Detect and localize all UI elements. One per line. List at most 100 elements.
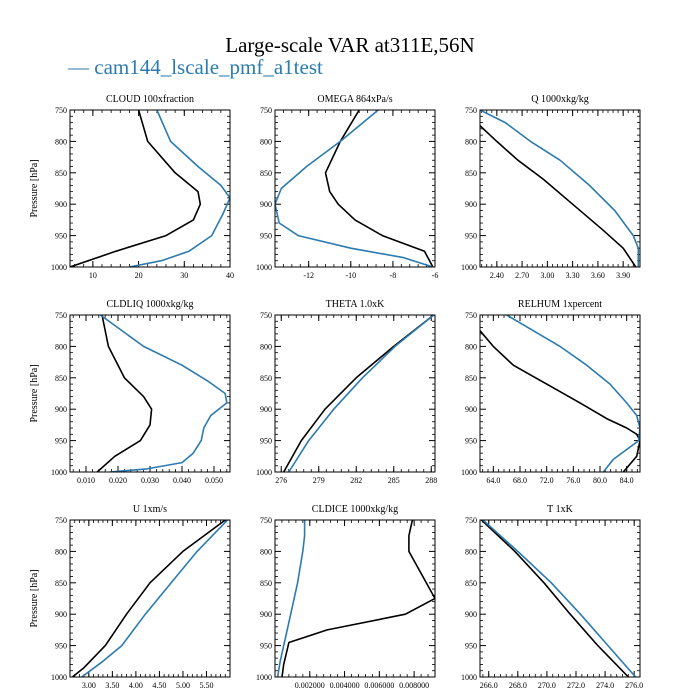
x-tick-label: 80.0	[593, 476, 607, 485]
y-axis-label: Pressure [hPa]	[29, 569, 40, 627]
y-tick-label: 1000	[461, 468, 477, 477]
y-tick-label: 750	[55, 311, 67, 320]
x-tick-label: 0.004000	[330, 681, 360, 690]
y-tick-label: 750	[260, 106, 272, 115]
y-tick-label: 750	[260, 311, 272, 320]
y-tick-label: 900	[465, 610, 477, 619]
panel-title: T 1xK	[547, 504, 573, 515]
y-tick-label: 900	[55, 200, 67, 209]
series-line-black	[480, 520, 629, 677]
x-tick-label: 0.050	[205, 476, 223, 485]
y-tick-label: 850	[260, 579, 272, 588]
plot-frame	[479, 519, 641, 678]
y-tick-label: 800	[55, 547, 67, 556]
y-tick-label: 1000	[461, 263, 477, 272]
y-tick-label: 850	[55, 579, 67, 588]
x-tick-label: 10	[89, 271, 97, 280]
panel-4: CLDLIQ 1000xkg/kg Pressure [hPa] 750 800 850…	[29, 299, 231, 485]
x-tick-label: 272.0	[567, 681, 585, 690]
panel-6: RELHUM 1xpercent 750 800 850 900 950 1000 64.0 6…	[461, 299, 641, 485]
plot-frame	[479, 314, 641, 473]
series-line-black	[480, 125, 637, 267]
y-tick-label: 800	[465, 137, 477, 146]
series-line-blue	[99, 315, 228, 472]
y-tick-label: 850	[260, 374, 272, 383]
panel-title: U 1xm/s	[133, 504, 167, 515]
series-line-black	[283, 315, 435, 472]
series-line-blue	[288, 315, 435, 472]
x-tick-label: 274.0	[596, 681, 614, 690]
x-tick-label: 0.006000	[364, 681, 394, 690]
y-tick-label: 950	[260, 232, 272, 241]
x-tick-label: 3.00	[540, 271, 554, 280]
y-tick-label: 1000	[51, 263, 67, 272]
plot-frame	[479, 109, 641, 268]
panel-title: THETA 1.0xK	[326, 299, 385, 310]
x-tick-label: 3.90	[616, 271, 630, 280]
x-tick-label: 3.30	[566, 271, 580, 280]
x-tick-label: 288	[425, 476, 437, 485]
panel-7: U 1xm/s Pressure [hPa] 750 800 850 900 950 1000…	[29, 504, 231, 690]
panel-title: CLDLIQ 1000xkg/kg	[107, 299, 194, 310]
y-axis-label: Pressure [hPa]	[29, 364, 40, 422]
y-tick-label: 950	[55, 437, 67, 446]
y-tick-label: 900	[55, 405, 67, 414]
x-tick-label: -8	[390, 271, 397, 280]
y-tick-label: 800	[260, 342, 272, 351]
x-tick-label: 68.0	[513, 476, 527, 485]
plot-frame	[69, 519, 231, 678]
panel-1: CLOUD 100xfraction Pressure [hPa] 750 800 85…	[29, 94, 234, 280]
panel-3: Q 1000xkg/kg 750 800 850 900 950 1000 2.40 2.70 3…	[461, 94, 641, 280]
y-tick-label: 950	[465, 232, 477, 241]
plot-frame	[69, 314, 231, 473]
y-tick-label: 750	[465, 311, 477, 320]
y-tick-label: 750	[465, 516, 477, 525]
y-tick-label: 900	[260, 610, 272, 619]
y-tick-label: 900	[55, 610, 67, 619]
x-tick-label: 0.040	[173, 476, 191, 485]
series-line-black	[281, 520, 435, 677]
plot-frame	[274, 109, 436, 268]
y-tick-label: 800	[260, 137, 272, 146]
x-tick-label: 20	[135, 271, 143, 280]
series-line-blue	[81, 520, 229, 677]
x-tick-label: -10	[345, 271, 356, 280]
series-line-blue	[480, 110, 640, 267]
y-tick-label: 1000	[51, 468, 67, 477]
x-tick-label: 4.00	[129, 681, 143, 690]
y-tick-label: 850	[55, 374, 67, 383]
y-tick-label: 800	[465, 547, 477, 556]
x-tick-label: 64.0	[486, 476, 500, 485]
y-tick-label: 850	[465, 579, 477, 588]
x-tick-label: 84.0	[620, 476, 634, 485]
x-tick-label: 276.0	[625, 681, 643, 690]
series-line-black	[324, 110, 434, 267]
x-tick-label: 282	[350, 476, 362, 485]
panel-2: OMEGA 864xPa/s 750 800 850 900 950 1000 -12 -10 -…	[256, 94, 438, 280]
plot-frame	[274, 314, 436, 473]
series-line-blue	[276, 520, 306, 677]
y-tick-label: 1000	[256, 468, 272, 477]
panel-8: CLDICE 1000xkg/kg 750 800 850 900 950 1000 0.00…	[256, 504, 436, 690]
y-tick-label: 750	[55, 516, 67, 525]
series-line-black	[480, 330, 640, 472]
series-line-blue	[129, 110, 230, 267]
x-tick-label: 279	[313, 476, 325, 485]
y-tick-label: 900	[465, 405, 477, 414]
x-tick-label: 4.50	[152, 681, 166, 690]
x-tick-label: 276	[275, 476, 287, 485]
x-tick-label: 3.60	[591, 271, 605, 280]
x-tick-label: 270.0	[538, 681, 556, 690]
x-tick-label: 0.020	[109, 476, 127, 485]
panel-title: OMEGA 864xPa/s	[317, 94, 392, 105]
y-tick-label: 950	[465, 642, 477, 651]
y-tick-label: 1000	[256, 673, 272, 682]
y-tick-label: 950	[465, 437, 477, 446]
panel-title: RELHUM 1xpercent	[518, 299, 602, 310]
y-tick-label: 950	[260, 642, 272, 651]
x-tick-label: 0.010	[77, 476, 95, 485]
y-tick-label: 800	[55, 342, 67, 351]
x-tick-label: 0.030	[141, 476, 159, 485]
plot-frame	[69, 109, 231, 268]
